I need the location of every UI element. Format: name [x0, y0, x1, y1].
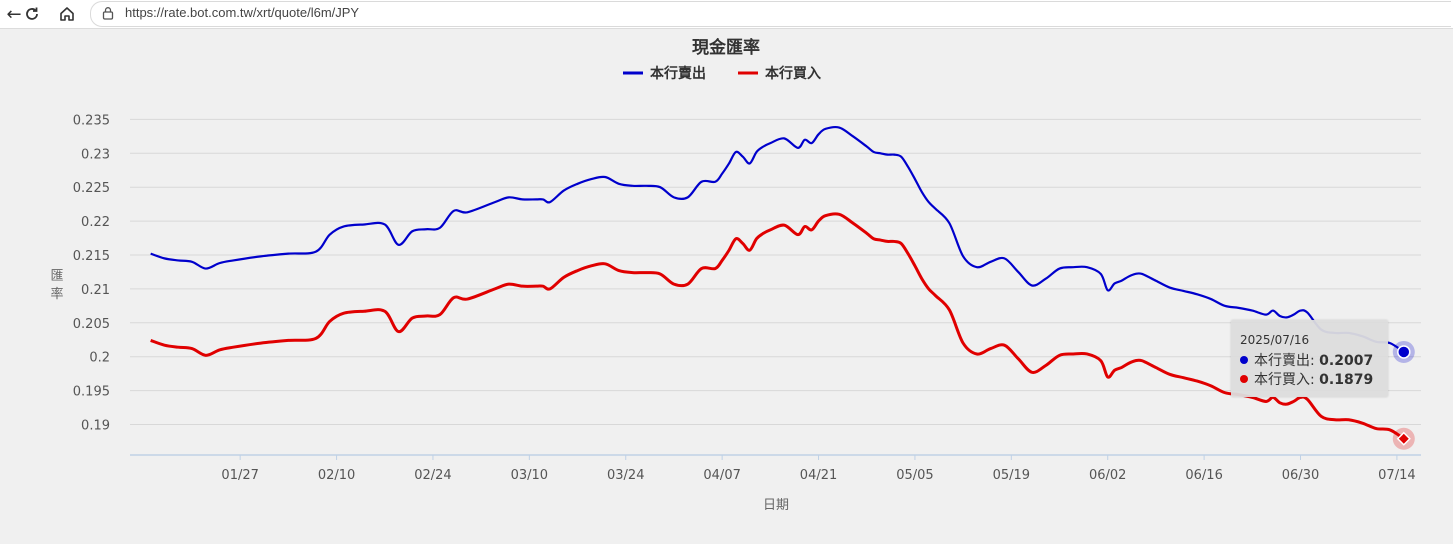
- x-tick-label: 06/02: [1089, 468, 1126, 483]
- home-icon[interactable]: [55, 2, 79, 26]
- tooltip-sell-label: 本行賣出:: [1254, 353, 1315, 369]
- x-tick-label: 02/10: [318, 468, 355, 483]
- y-tick-label: 0.2: [89, 351, 110, 366]
- sell-hover-point[interactable]: [1397, 345, 1411, 359]
- y-axis-label-char: 匯: [50, 269, 63, 284]
- y-axis-label-char: 率: [50, 286, 63, 302]
- tooltip-row-sell: 本行賣出: 0.2007: [1240, 350, 1373, 370]
- hover-markers: [1392, 340, 1415, 450]
- x-tick-label: 04/07: [703, 468, 740, 483]
- tooltip-row-buy: 本行買入: 0.1879: [1240, 369, 1373, 389]
- y-tick-label: 0.19: [81, 418, 110, 433]
- y-tick-label: 0.22: [81, 215, 110, 230]
- y-tick-label: 0.21: [81, 283, 110, 298]
- chart-title: 現金匯率: [692, 37, 760, 58]
- address-bar[interactable]: https://rate.bot.com.tw/xrt/quote/l6m/JP…: [90, 1, 1451, 27]
- x-tick-label: 02/24: [414, 468, 451, 483]
- legend-label: 本行賣出: [650, 65, 706, 82]
- y-tick-label: 0.195: [73, 385, 110, 400]
- x-tick-label: 05/19: [993, 468, 1030, 483]
- rate-chart-container: 0.235 0.23 0.225 0.22 0.215 0.21 0.205 0.2 0.195…: [0, 29, 1453, 544]
- x-tick-label: 04/21: [800, 468, 837, 483]
- x-tick-label: 07/14: [1378, 468, 1415, 483]
- y-axis-label: 匯率: [50, 269, 63, 302]
- tooltip: 2025/07/16 本行賣出: 0.2007 本行買入: 0.1879: [1231, 320, 1388, 397]
- back-icon[interactable]: ←: [6, 3, 22, 25]
- y-tick-label: 0.235: [73, 113, 110, 128]
- x-tick-label: 03/10: [511, 468, 548, 483]
- y-tick-label: 0.205: [73, 317, 110, 332]
- legend-item-sell[interactable]: 本行賣出: [623, 65, 706, 82]
- y-axis: 0.235 0.23 0.225 0.22 0.215 0.21 0.205 0.2 0.195…: [73, 113, 110, 433]
- x-axis-label: 日期: [763, 498, 789, 513]
- reload-icon[interactable]: [20, 2, 44, 26]
- url-text[interactable]: https://rate.bot.com.tw/xrt/quote/l6m/JP…: [125, 5, 360, 20]
- legend-item-buy[interactable]: 本行買入: [738, 65, 821, 82]
- x-tick-label: 06/16: [1185, 468, 1222, 483]
- x-tick-label: 06/30: [1282, 468, 1319, 483]
- series-lines: [150, 125, 1405, 440]
- tooltip-buy-value: 0.1879: [1319, 372, 1374, 388]
- tooltip-date: 2025/07/16: [1240, 333, 1310, 347]
- x-tick-label: 01/27: [221, 468, 258, 483]
- tooltip-sell-value: 0.2007: [1319, 353, 1374, 369]
- x-tick-label: 03/24: [607, 468, 644, 483]
- buy-hover-point[interactable]: [1396, 431, 1411, 446]
- x-tick-label: 05/05: [896, 468, 933, 483]
- legend: 本行賣出 本行買入: [623, 65, 821, 82]
- sell-rate-line[interactable]: [150, 125, 1405, 353]
- tooltip-buy-label: 本行買入:: [1254, 372, 1315, 388]
- lock-icon[interactable]: [101, 6, 115, 20]
- y-tick-label: 0.225: [73, 181, 110, 196]
- buy-rate-line[interactable]: [150, 212, 1405, 440]
- rate-chart[interactable]: 0.235 0.23 0.225 0.22 0.215 0.21 0.205 0.2 0.195…: [0, 29, 1453, 544]
- x-axis: 01/27 02/10 02/24 03/10 03/24 04/07 04/21 05/05…: [130, 454, 1421, 483]
- y-tick-label: 0.215: [73, 249, 110, 264]
- y-tick-label: 0.23: [81, 147, 110, 162]
- sell-dot-icon: [1240, 356, 1248, 364]
- legend-label: 本行買入: [765, 65, 821, 82]
- browser-toolbar: ← https://rate.bot.com.tw/xrt/quote/l6m/…: [0, 0, 1453, 29]
- buy-dot-icon: [1240, 375, 1248, 383]
- grid-lines: [130, 118, 1421, 425]
